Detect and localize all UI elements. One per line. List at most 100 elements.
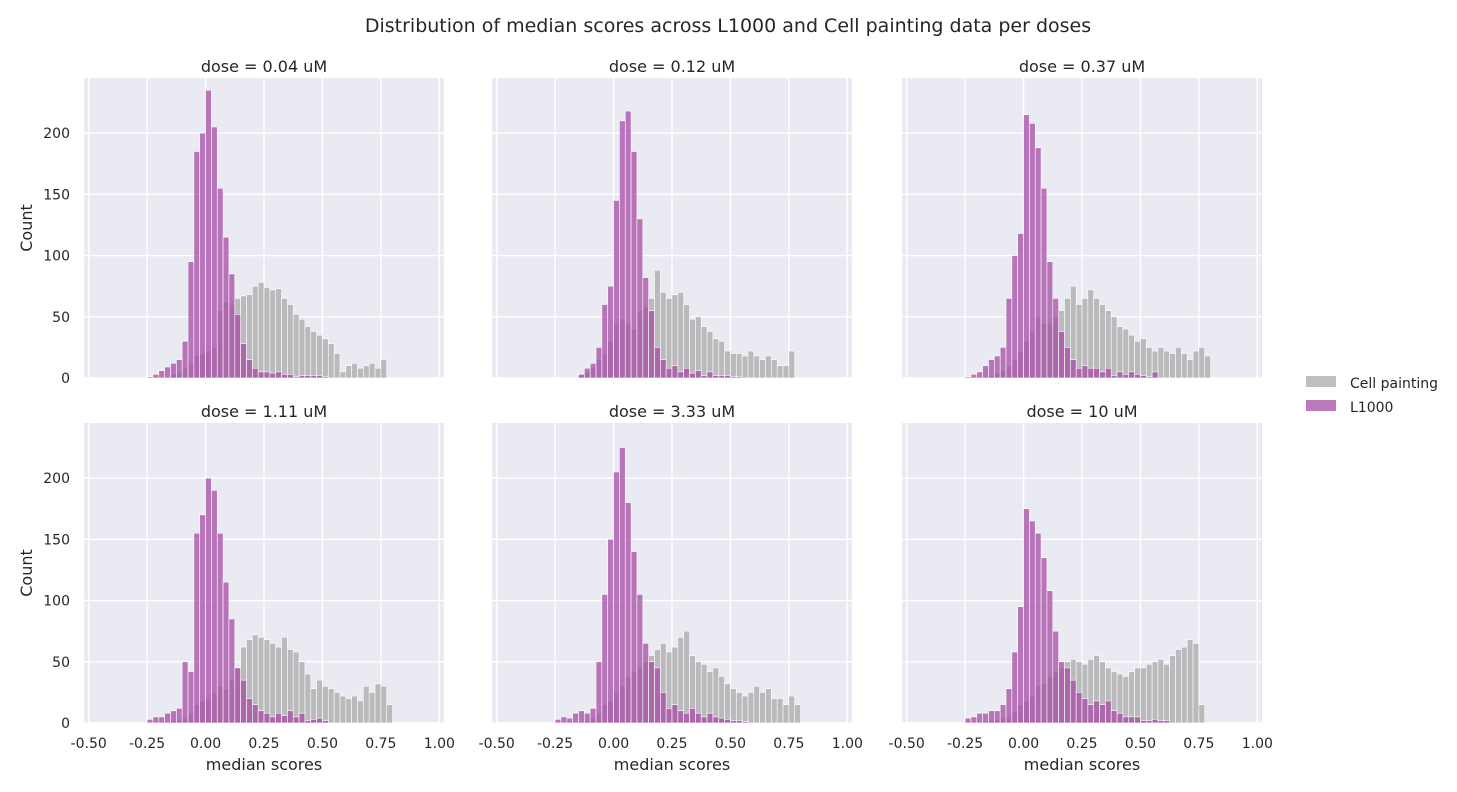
- l1000-bar: [211, 126, 218, 379]
- l1000-bar: [994, 355, 1001, 379]
- cell-painting-bar: [345, 698, 352, 724]
- x-tick-label: 0.25: [656, 736, 687, 752]
- cell-painting-bar: [263, 639, 271, 724]
- cell-painting-bar: [322, 338, 329, 379]
- l1000-bar: [1034, 147, 1042, 379]
- l1000-bar: [1075, 367, 1083, 379]
- y-tick-label: 150: [43, 187, 70, 203]
- l1000-bar: [263, 371, 271, 379]
- cell-painting-bar: [677, 636, 684, 724]
- x-tick-label: -0.50: [71, 736, 107, 752]
- l1000-bar: [607, 539, 614, 724]
- cell-painting-bar: [327, 688, 335, 724]
- l1000-bar: [216, 187, 224, 379]
- l1000-bar: [222, 581, 230, 724]
- x-tick-label: 1.00: [832, 736, 863, 752]
- l1000-bar: [648, 661, 655, 724]
- l1000-bar: [706, 371, 714, 379]
- l1000-bar: [976, 712, 983, 724]
- l1000-bar: [1116, 712, 1124, 724]
- l1000-bar: [304, 375, 312, 379]
- l1000-bar: [187, 671, 195, 724]
- legend-label-l1000: L1000: [1350, 400, 1393, 416]
- cell-painting-bar: [380, 685, 388, 724]
- l1000-bar: [1064, 347, 1071, 379]
- l1000-bar: [636, 594, 644, 724]
- cell-painting-bar: [374, 367, 382, 379]
- cell-painting-bar: [724, 683, 731, 724]
- x-tick-label: -0.25: [947, 736, 983, 752]
- cell-painting-bar: [782, 704, 790, 724]
- l1000-bar: [234, 314, 241, 379]
- l1000-bar: [671, 704, 679, 724]
- l1000-bar: [228, 273, 236, 379]
- l1000-bar: [252, 704, 259, 724]
- l1000-bar: [252, 367, 259, 379]
- x-tick-label: 0.50: [715, 736, 746, 752]
- cell-painting-bar: [257, 636, 265, 724]
- l1000-bar: [624, 110, 632, 379]
- cell-painting-bar: [1087, 289, 1094, 379]
- cell-painting-bar: [1186, 359, 1194, 379]
- cell-painting-bar: [747, 692, 755, 724]
- l1000-bar: [1110, 710, 1118, 724]
- cell-painting-bar: [718, 676, 725, 724]
- cell-painting-bar: [1122, 676, 1130, 724]
- l1000-bar: [146, 719, 154, 724]
- l1000-bar: [310, 375, 317, 379]
- cell-painting-bar: [333, 692, 341, 724]
- cell-painting-bar: [1128, 671, 1135, 724]
- l1000-bar: [152, 716, 160, 724]
- l1000-bar: [584, 712, 591, 724]
- cell-painting-bar: [753, 685, 760, 724]
- panel-3: dose = 0.37 uM: [902, 57, 1262, 379]
- l1000-bar: [240, 679, 247, 724]
- l1000-bar: [560, 716, 568, 724]
- cell-painting-bar: [677, 291, 684, 379]
- l1000-bar: [269, 716, 276, 724]
- l1000-bar: [970, 716, 978, 724]
- x-tick-label: 0.00: [598, 736, 629, 752]
- l1000-bar: [292, 376, 300, 379]
- l1000-bar: [1005, 688, 1013, 724]
- l1000-bar: [1058, 331, 1065, 379]
- cell-painting-bar: [269, 643, 276, 724]
- cell-painting-bar: [1105, 310, 1112, 379]
- l1000-bar: [222, 236, 230, 379]
- cell-painting-bar: [735, 692, 743, 724]
- cell-painting-bar: [1145, 347, 1153, 379]
- l1000-bar: [257, 710, 265, 724]
- l1000-bar: [566, 717, 573, 724]
- cell-painting-bar: [1169, 655, 1176, 724]
- l1000-bar: [205, 89, 212, 379]
- y-tick-label: 200: [43, 126, 70, 142]
- l1000-bar: [187, 261, 195, 379]
- y-axis-label: Count: [17, 549, 36, 597]
- l1000-bar: [1029, 520, 1036, 724]
- l1000-bar: [642, 277, 649, 379]
- l1000-bar: [735, 720, 743, 724]
- l1000-bar: [1087, 704, 1094, 724]
- l1000-bar: [554, 719, 562, 724]
- l1000-bar: [275, 371, 282, 379]
- cell-painting-bar: [1198, 347, 1206, 379]
- cell-painting-bar: [730, 688, 737, 724]
- cell-painting-bar: [281, 298, 288, 379]
- l1000-bar: [1040, 557, 1048, 724]
- cell-painting-bar: [730, 353, 737, 379]
- l1000-bar: [595, 347, 603, 379]
- l1000-bar: [146, 376, 154, 379]
- x-axis-label: median scores: [1024, 755, 1140, 774]
- l1000-bar: [1011, 651, 1019, 724]
- cell-painting-bar: [1093, 298, 1100, 379]
- l1000-bar: [211, 490, 218, 724]
- l1000-bar: [718, 717, 725, 724]
- l1000-bar: [601, 594, 609, 724]
- x-tick-label: 0.75: [365, 736, 396, 752]
- l1000-bar: [1023, 114, 1030, 379]
- cell-painting-bar: [374, 683, 382, 724]
- l1000-bar: [677, 371, 684, 379]
- l1000-bar: [689, 708, 696, 724]
